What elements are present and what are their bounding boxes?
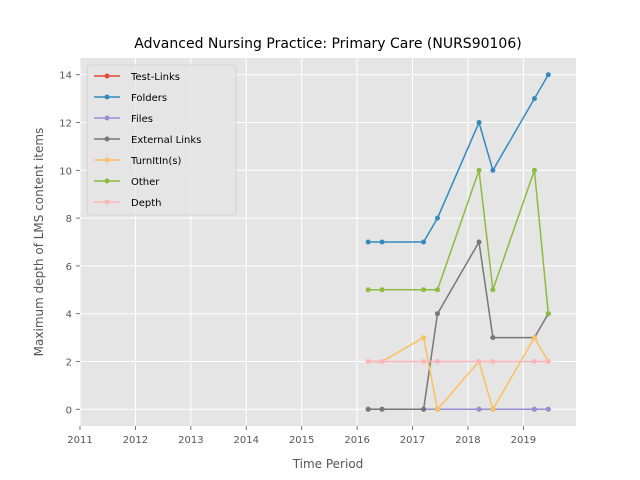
data-point-folders	[434, 215, 440, 221]
data-point-external-links	[476, 239, 482, 245]
y-tick-label: 12	[59, 119, 72, 130]
data-point-files	[545, 406, 551, 412]
y-axis-label: Maximum depth of LMS content items	[32, 128, 46, 357]
legend-item-depth: Depth	[94, 198, 161, 209]
data-point-turnitin-s	[421, 335, 427, 341]
data-point-folders	[490, 167, 496, 173]
data-point-folders	[421, 239, 427, 245]
data-point-folders	[545, 72, 551, 78]
data-point-turnitin-s	[531, 335, 537, 341]
legend-marker	[104, 73, 110, 79]
x-tick-label: 2015	[289, 435, 314, 446]
data-point-external-links	[421, 406, 427, 412]
data-point-depth	[421, 358, 427, 364]
series-line-other	[368, 170, 550, 314]
data-point-depth	[531, 358, 537, 364]
data-point-external-links	[365, 406, 371, 412]
legend-label: Folders	[131, 93, 167, 104]
legend-marker	[104, 115, 110, 121]
legend-label: TurnItIn(s)	[130, 156, 181, 167]
x-tick-label: 2011	[67, 435, 92, 446]
x-axis-label: Time Period	[292, 457, 364, 471]
legend-label: Depth	[131, 198, 161, 209]
x-tick-label: 2018	[455, 435, 480, 446]
x-tick-label: 2019	[511, 435, 536, 446]
data-point-other	[421, 287, 427, 293]
y-tick-label: 10	[59, 166, 72, 177]
data-point-depth	[379, 358, 385, 364]
series-folders	[365, 72, 551, 245]
data-point-other	[545, 311, 551, 317]
series-line-turnitin-s	[368, 336, 549, 412]
y-tick-label: 4	[66, 310, 72, 321]
data-point-other	[434, 287, 440, 293]
data-point-turnitin-s	[490, 406, 496, 412]
legend-item-test-links: Test-Links	[94, 72, 180, 83]
data-point-depth	[490, 358, 496, 364]
data-point-files	[531, 406, 537, 412]
legend-marker	[104, 157, 110, 163]
legend-marker	[104, 178, 110, 184]
series-other	[365, 167, 551, 317]
legend-label: Other	[131, 177, 160, 188]
series-depth	[365, 358, 551, 364]
data-point-external-links	[490, 335, 496, 341]
data-point-other	[490, 287, 496, 293]
legend-label: External Links	[131, 135, 201, 146]
x-tick-label: 2012	[123, 435, 148, 446]
y-tick-label: 0	[66, 405, 72, 416]
legend-marker	[104, 199, 110, 205]
data-point-external-links	[434, 311, 440, 317]
data-point-folders	[531, 96, 537, 102]
data-point-depth	[545, 358, 551, 364]
y-tick-label: 14	[59, 71, 72, 82]
legend-item-turnitin-s: TurnItIn(s)	[94, 156, 181, 167]
chart-title: Advanced Nursing Practice: Primary Care …	[134, 36, 521, 52]
series-lines	[365, 72, 551, 412]
data-point-depth	[365, 358, 371, 364]
data-point-folders	[476, 120, 482, 126]
data-point-other	[365, 287, 371, 293]
data-point-files	[476, 406, 482, 412]
data-point-other	[379, 287, 385, 293]
series-line-external-links	[368, 239, 549, 411]
legend-label: Test-Links	[130, 72, 180, 83]
legend-item-other: Other	[94, 177, 160, 188]
data-point-other	[476, 167, 482, 173]
legend-marker	[104, 94, 110, 100]
data-point-depth	[434, 358, 440, 364]
data-point-turnitin-s	[434, 406, 440, 412]
legend-marker	[104, 136, 110, 142]
legend-item-folders: Folders	[94, 93, 167, 104]
axis-ticks: 2011 2012 2013 2014 2015 2016 2017 2018 2019 0 2 4 6…	[59, 71, 536, 446]
x-tick-label: 2016	[344, 435, 369, 446]
data-point-external-links	[379, 406, 385, 412]
legend-item-files: Files	[94, 114, 153, 125]
y-tick-label: 2	[66, 357, 72, 368]
legend-label: Files	[131, 114, 153, 125]
data-point-depth	[476, 358, 482, 364]
x-tick-label: 2014	[234, 435, 259, 446]
series-line-folders	[368, 74, 549, 243]
x-tick-label: 2017	[400, 435, 425, 446]
x-tick-label: 2013	[178, 435, 203, 446]
legend-item-external-links: External Links	[94, 135, 201, 146]
data-point-folders	[379, 239, 385, 245]
legend-frame	[86, 64, 237, 216]
y-tick-label: 8	[66, 214, 72, 225]
data-point-other	[531, 167, 537, 173]
data-point-folders	[365, 239, 371, 245]
legend: Test-Links Folders Files External Links Turn…	[86, 64, 237, 216]
y-tick-label: 6	[66, 262, 72, 273]
